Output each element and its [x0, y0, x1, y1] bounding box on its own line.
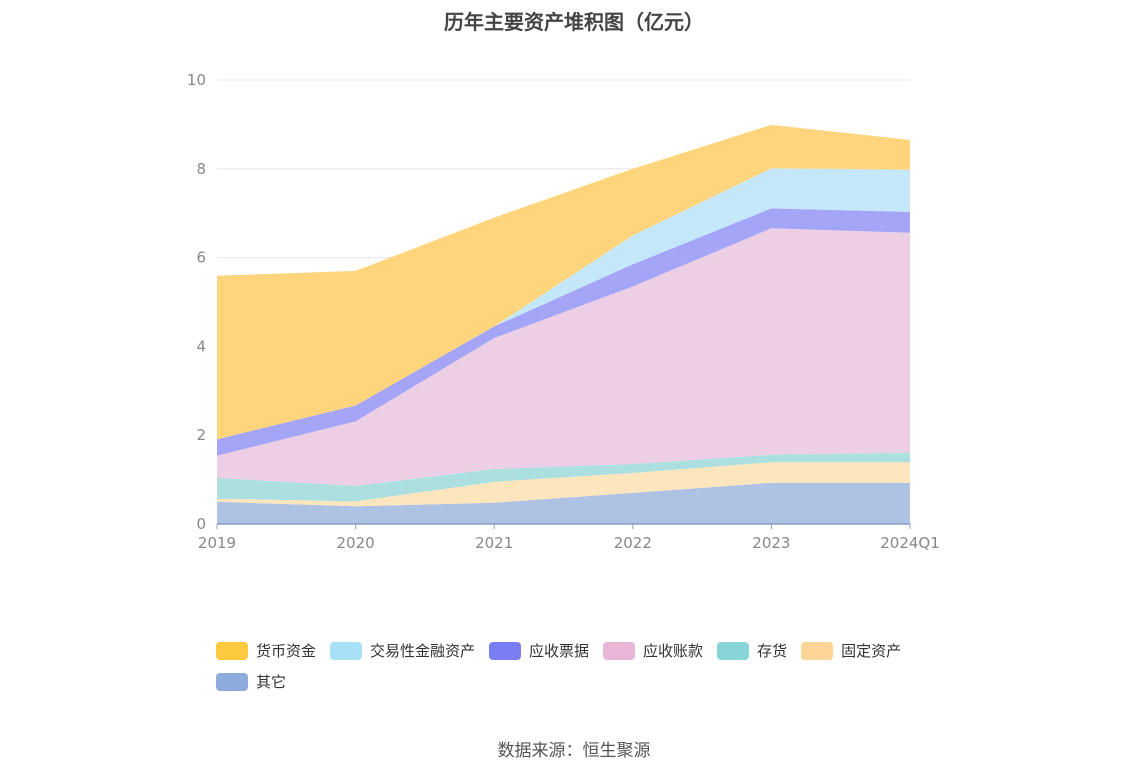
area-应收账款 [217, 228, 910, 486]
x-tick-label: 2019 [198, 534, 236, 552]
area-固定资产 [217, 462, 910, 507]
area-交易性金融资产 [217, 168, 910, 440]
legend-swatch [801, 641, 834, 660]
stacked-area-chart: 0 2 4 6 8 10 2019 2020 2021 2022 2023 2024Q1 [187, 71, 940, 552]
data-source: 数据来源：恒生聚源 [497, 741, 651, 761]
chart-title: 历年主要资产堆积图（亿元） [444, 10, 704, 34]
y-tick-label: 2 [196, 426, 206, 444]
legend-item[interactable]: 货币资金 [216, 640, 316, 661]
legend-swatch [330, 641, 363, 660]
y-tick-label: 4 [196, 337, 206, 355]
legend-item[interactable]: 存货 [717, 640, 787, 661]
legend-item[interactable]: 其它 [216, 671, 286, 692]
area-货币资金 [217, 124, 910, 440]
area-其它 [217, 482, 910, 524]
x-tick-label: 2024Q1 [880, 534, 940, 552]
area-series [217, 124, 910, 524]
legend-label: 货币资金 [256, 642, 317, 660]
y-tick-label: 10 [187, 71, 206, 89]
legend-label: 存货 [757, 642, 788, 660]
legend-item[interactable]: 固定资产 [801, 640, 901, 661]
legend-item[interactable]: 应收票据 [489, 640, 589, 661]
legend-label: 应收账款 [643, 642, 704, 660]
x-tick-label: 2021 [475, 534, 513, 552]
area-存货 [217, 452, 910, 502]
legend-item[interactable]: 应收账款 [603, 640, 703, 661]
x-tick-label: 2020 [337, 534, 375, 552]
y-axis-ticks: 0 2 4 6 8 10 [187, 71, 206, 533]
legend-swatch [216, 641, 248, 660]
area-应收票据 [217, 208, 910, 456]
legend-label: 固定资产 [841, 642, 902, 660]
legend-label: 其它 [256, 673, 287, 691]
legend-label: 交易性金融资产 [370, 642, 476, 660]
y-tick-label: 8 [196, 160, 206, 178]
y-tick-label: 0 [196, 515, 206, 533]
legend-swatch [489, 641, 522, 660]
legend-swatch [216, 672, 248, 691]
legend-swatch [717, 641, 750, 660]
x-tick-label: 2023 [752, 534, 790, 552]
x-tick-label: 2022 [614, 534, 652, 552]
x-axis: 2019 2020 2021 2022 2023 2024Q1 [198, 523, 940, 552]
legend-item[interactable]: 交易性金融资产 [330, 640, 475, 661]
legend: 货币资金 交易性金融资产 应收票据 应收账款 存货 固定资产其它 [216, 640, 956, 702]
legend-swatch [603, 641, 636, 660]
legend-label: 应收票据 [529, 642, 590, 660]
y-tick-label: 6 [196, 249, 206, 267]
